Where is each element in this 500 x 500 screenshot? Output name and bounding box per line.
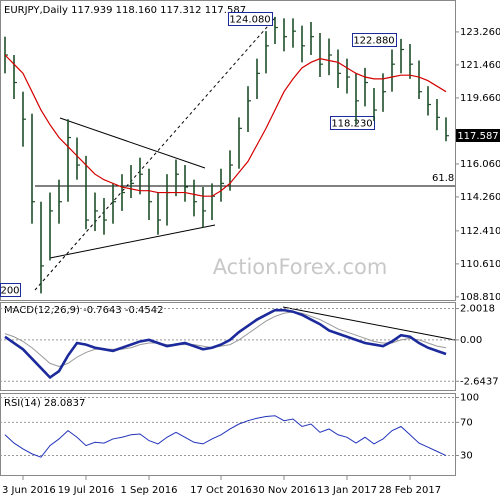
y-tick-label: 110.610 bbox=[460, 259, 500, 270]
rsi-line bbox=[4, 415, 447, 458]
y-tick-label: 121.460 bbox=[460, 60, 500, 71]
y-tick-label: 108.810 bbox=[460, 292, 500, 303]
x-tick-label: 3 Jun 2016 bbox=[2, 485, 56, 496]
moving-average bbox=[4, 54, 447, 197]
trend-line bbox=[59, 117, 206, 169]
x-tick-label: 17 Oct 2016 bbox=[190, 485, 252, 496]
y-tick-label: 30 bbox=[460, 451, 473, 462]
price-label-box bbox=[0, 283, 21, 297]
y-tick-label: 0.00 bbox=[460, 335, 482, 346]
y-tick-label: 2.0018 bbox=[460, 304, 495, 315]
price-label: 122.880 bbox=[353, 36, 394, 47]
y-tick-label: 100 bbox=[460, 392, 479, 403]
macd-panel bbox=[0, 302, 456, 391]
last-price: 117.587 bbox=[457, 131, 498, 142]
fib-line bbox=[34, 17, 276, 291]
y-tick-label: 114.260 bbox=[460, 192, 500, 203]
price-title: EURJPY,Daily 117.939 118.160 117.312 117… bbox=[4, 5, 246, 16]
y-tick-label: 70 bbox=[460, 417, 473, 428]
y-tick-label: -2.6437 bbox=[460, 376, 499, 387]
price-panel bbox=[0, 0, 456, 301]
price-label: 124.080 bbox=[229, 15, 270, 26]
macd-line bbox=[4, 308, 447, 380]
rsi-title: RSI(14) 28.0837 bbox=[4, 398, 85, 409]
watermark: ActionForex.com bbox=[213, 255, 388, 279]
y-tick-label: 119.660 bbox=[460, 93, 500, 104]
fib-label: 61.8 bbox=[432, 173, 454, 184]
x-tick-label: 1 Sep 2016 bbox=[120, 485, 177, 496]
macd-title: MACD(12,26,9) -0.7643 -0.4542 bbox=[4, 305, 164, 316]
price-label: 200 bbox=[0, 286, 19, 297]
x-tick-label: 13 Jan 2017 bbox=[317, 485, 377, 496]
x-tick-label: 28 Feb 2017 bbox=[379, 485, 441, 496]
trend-line bbox=[49, 224, 216, 259]
price-label-box bbox=[228, 12, 273, 26]
x-tick-label: 30 Nov 2016 bbox=[252, 485, 316, 496]
trend-line bbox=[282, 306, 456, 341]
macd-signal bbox=[4, 311, 447, 368]
y-tick-label: 116.060 bbox=[460, 159, 500, 170]
y-tick-label: 123.260 bbox=[460, 27, 500, 38]
price-label-box bbox=[352, 33, 397, 47]
x-tick-label: 19 Jul 2016 bbox=[58, 485, 115, 496]
y-tick-label: 112.410 bbox=[460, 226, 500, 237]
price-label-box bbox=[330, 116, 375, 130]
rsi-panel bbox=[0, 393, 456, 476]
price-label: 118.230 bbox=[331, 119, 372, 130]
last-price-box bbox=[456, 129, 500, 142]
